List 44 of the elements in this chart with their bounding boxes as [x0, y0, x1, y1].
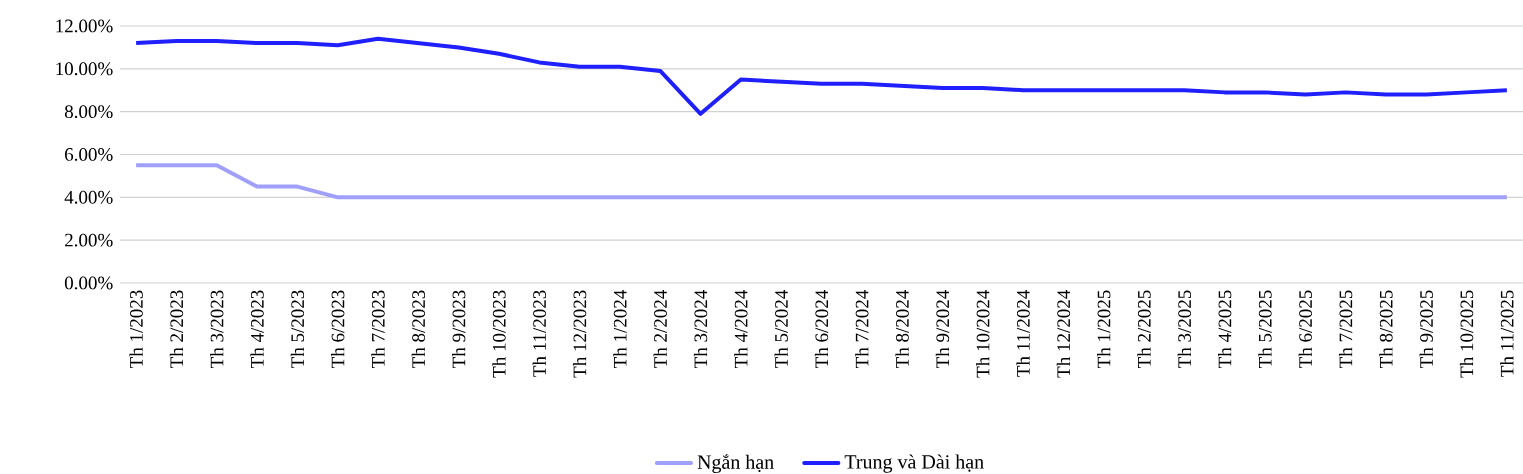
legend-label: Ngắn hạn: [697, 454, 774, 474]
x-tick-label: Th 6/2023: [331, 290, 345, 369]
x-tick-label: Th 9/2025: [1419, 290, 1433, 369]
x-tick-label: Th 10/2023: [492, 290, 506, 378]
x-tick-label: Th 12/2024: [1056, 289, 1071, 378]
y-tick-label: 10.00%: [56, 62, 113, 76]
x-tick-label: Th 11/2024: [1016, 289, 1030, 377]
x-tick-label: Th 9/2024: [935, 289, 950, 369]
y-tick-label: 6.00%: [65, 148, 113, 161]
x-tick-label: Th 1/2024: [613, 289, 627, 369]
x-tick-label: Th 6/2025: [1298, 290, 1312, 369]
y-tick-label: 4.00%: [64, 190, 113, 204]
x-tick-label: Th 2/2023: [169, 290, 184, 369]
x-tick-label: Th 5/2024: [774, 289, 788, 369]
x-tick-label: Th 7/2024: [855, 289, 869, 369]
x-tick-label: Th 4/2023: [250, 290, 264, 369]
y-tick-label: 2.00%: [65, 233, 113, 247]
x-tick-label: Th 8/2023: [411, 290, 426, 369]
x-tick-label: Th 2/2025: [1137, 290, 1151, 369]
x-tick-label: Th 8/2024: [895, 289, 909, 369]
y-tick-label: 12.00%: [56, 19, 113, 33]
x-tick-label: Th 7/2023: [371, 290, 385, 369]
x-tick-label: Th 10/2025: [1459, 290, 1474, 378]
x-tick-label: Th 1/2023: [129, 290, 143, 369]
x-tick-label: Th 3/2023: [210, 290, 224, 369]
y-tick-label: 8.00%: [64, 105, 113, 119]
x-tick-label: Th 1/2025: [1097, 290, 1111, 369]
x-tick-label: Th 6/2024: [814, 289, 829, 369]
legend-label: Trung và Dài hạn: [844, 454, 984, 473]
x-tick-label: Th 2/2024: [653, 289, 667, 369]
x-tick-label: Th 4/2024: [734, 289, 748, 369]
x-tick-label: Th 4/2025: [1217, 290, 1232, 369]
x-tick-label: Th 3/2025: [1177, 290, 1192, 369]
x-tick-label: Th 3/2024: [693, 289, 708, 369]
x-tick-label: Th 10/2024: [976, 289, 990, 378]
x-tick-label: Th 11/2023: [532, 290, 546, 377]
x-tick-label: Th 7/2025: [1338, 290, 1353, 369]
x-tick-label: Th 8/2025: [1379, 290, 1393, 369]
x-tick-label: Th 5/2023: [290, 290, 305, 369]
x-tick-label: Th 11/2025: [1500, 290, 1514, 377]
x-tick-label: Th 9/2023: [451, 290, 466, 369]
y-tick-label: 0.00%: [64, 276, 113, 290]
x-tick-label: Th 5/2025: [1258, 290, 1272, 369]
x-tick-label: Th 12/2023: [572, 290, 587, 378]
